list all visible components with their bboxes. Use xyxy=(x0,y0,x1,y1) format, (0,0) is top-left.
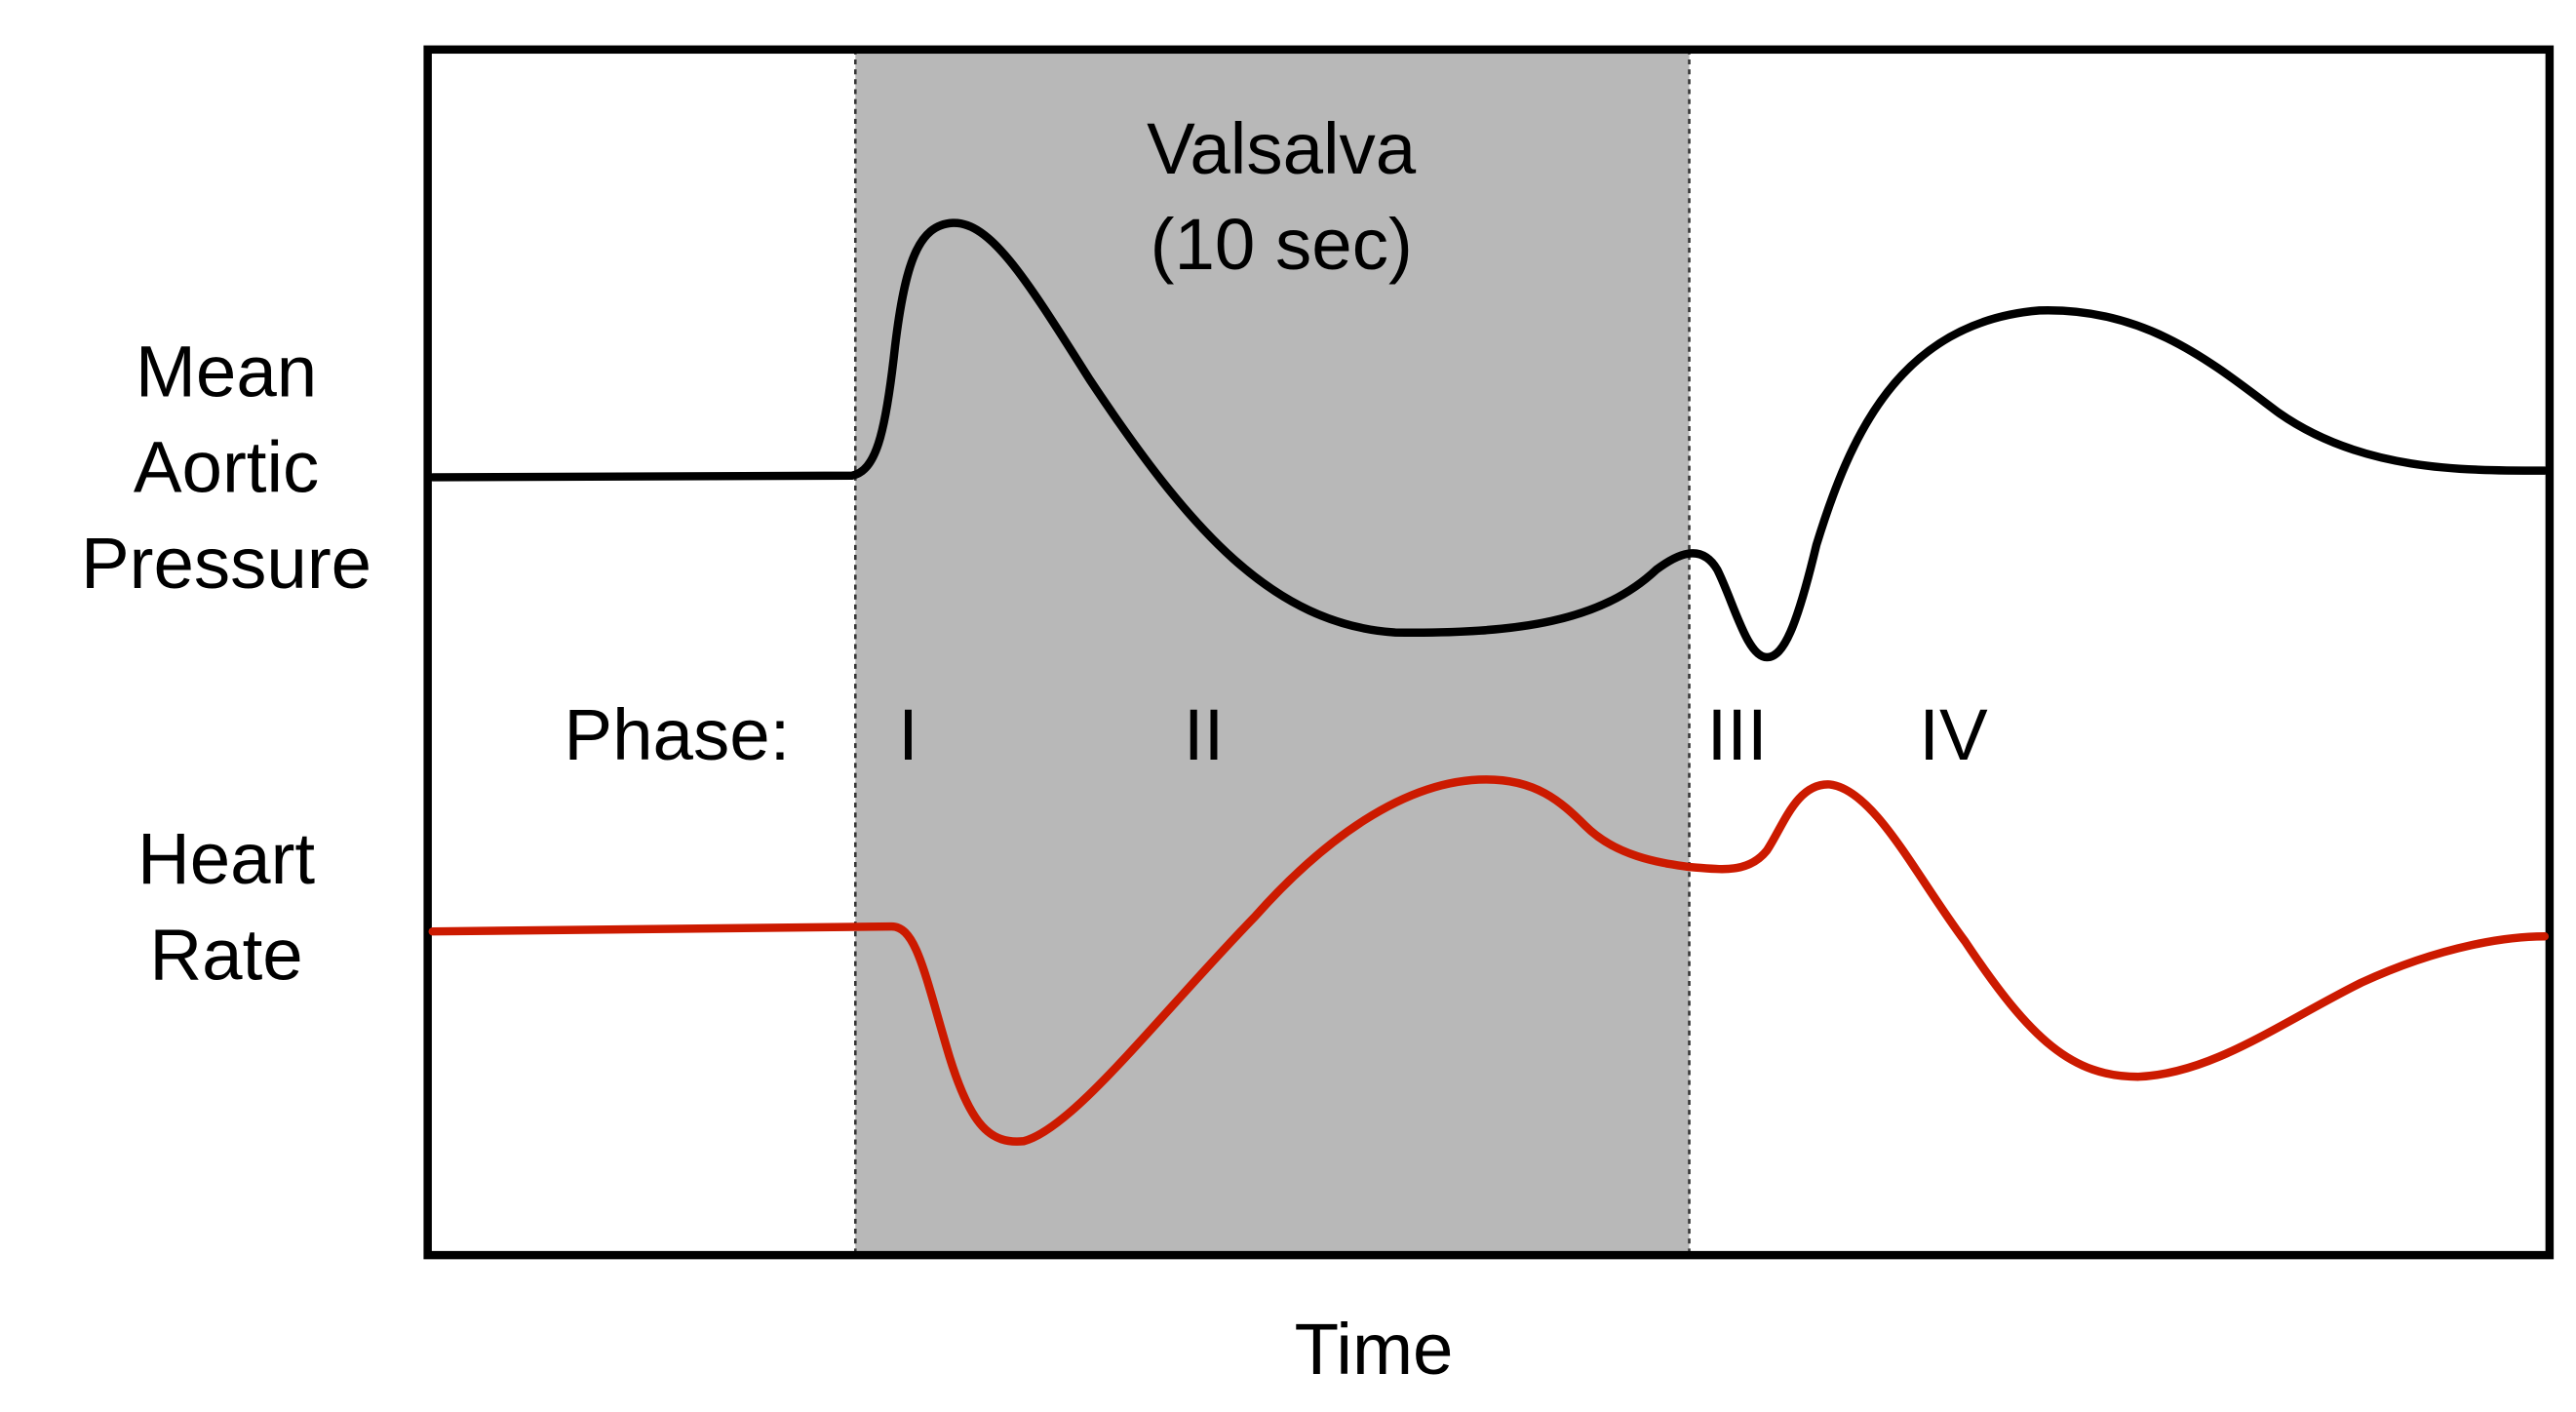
valsalva-shaded-region xyxy=(855,49,1690,1256)
pressure-label-line-2: Aortic xyxy=(134,427,319,508)
time-axis-label: Time xyxy=(1295,1309,1454,1390)
phase-i-label: I xyxy=(898,694,918,775)
heart-rate-label-line-2: Rate xyxy=(149,914,302,995)
heart-rate-trace xyxy=(428,775,2550,1146)
plot-frame xyxy=(423,45,2555,1260)
valsalva-duration-label: (10 sec) xyxy=(1151,204,1413,285)
valsalva-label: Valsalva xyxy=(1147,108,1417,189)
pressure-label-line-3: Pressure xyxy=(81,523,371,604)
phase-ii-label: II xyxy=(1184,694,1224,775)
phase-label: Phase: xyxy=(564,694,790,775)
pressure-label-line-1: Mean xyxy=(136,331,317,412)
phase-iv-label: IV xyxy=(1919,694,1988,775)
phase-iii-label: III xyxy=(1707,694,1768,775)
heart-rate-label-line-1: Heart xyxy=(137,818,315,899)
pressure-trace xyxy=(428,218,2550,662)
